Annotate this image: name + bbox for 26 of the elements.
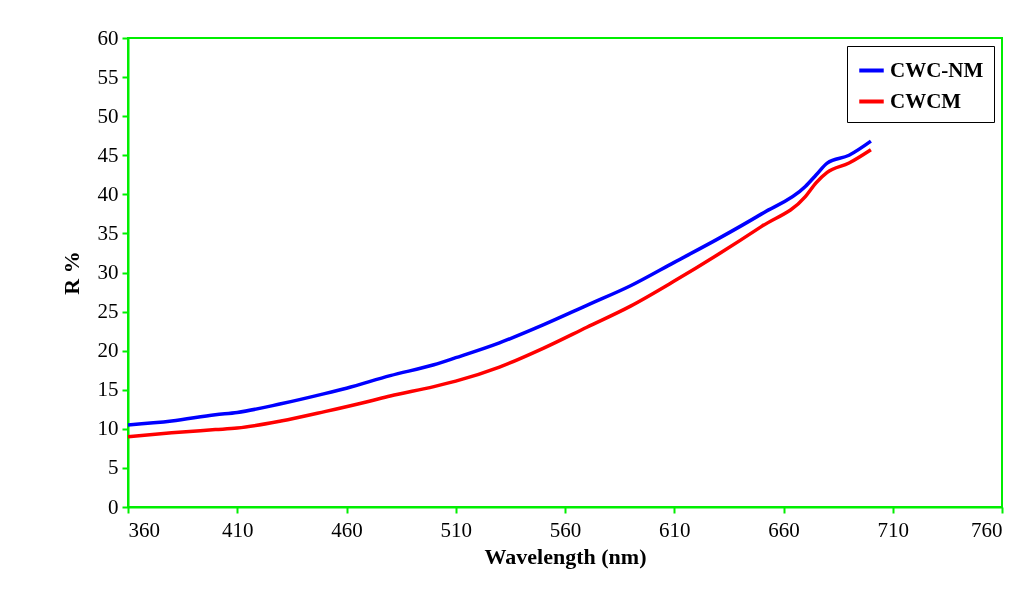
y-tick-label: 30	[97, 260, 119, 284]
y-tick-label: 35	[97, 220, 119, 245]
y-tick-label: 15	[97, 377, 119, 402]
x-tick-label: 360	[128, 517, 160, 542]
y-tick-label: 10	[97, 416, 119, 441]
y-tick-label: 55	[97, 64, 119, 89]
y-tick-label: 5	[108, 455, 119, 480]
y-tick-label: 0	[108, 494, 119, 519]
x-tick-label: 760	[971, 517, 1003, 542]
y-tick-label: 25	[97, 299, 119, 324]
y-axis-title: R %	[58, 251, 84, 295]
legend-label: CWC-NM	[890, 57, 984, 82]
x-tick-label: 460	[331, 517, 363, 542]
x-tick-label: 410	[222, 517, 254, 542]
y-tick-label: 40	[97, 181, 119, 206]
x-tick-label: 560	[549, 517, 582, 542]
x-tick-label: 610	[659, 517, 691, 542]
x-tick-label: 710	[877, 517, 909, 542]
y-tick-label: 20	[97, 338, 119, 363]
x-tick-label: 660	[768, 517, 800, 542]
x-axis-title: Wavelength (nm)	[484, 543, 647, 569]
legend-label: CWCM	[890, 88, 962, 113]
y-tick-label: 45	[97, 142, 119, 167]
y-tick-label: 60	[97, 25, 119, 50]
x-tick-label: 510	[440, 517, 472, 542]
y-tick-label: 50	[97, 103, 119, 128]
